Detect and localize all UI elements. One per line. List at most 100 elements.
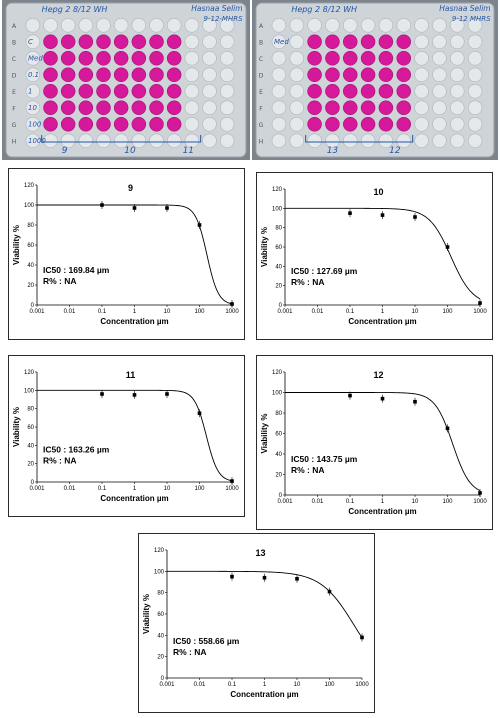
x-tick-label: 10 bbox=[412, 309, 419, 315]
well-pink bbox=[360, 51, 376, 66]
well-pink bbox=[96, 117, 111, 132]
well-empty bbox=[271, 51, 287, 66]
well-empty bbox=[467, 51, 483, 66]
y-tick-label: 20 bbox=[27, 462, 34, 468]
handwritten-label: Hasnaa Selim bbox=[191, 4, 242, 13]
well-pink bbox=[343, 34, 358, 49]
well-pink bbox=[78, 84, 94, 99]
bracket-line bbox=[41, 135, 202, 143]
well-empty bbox=[432, 100, 447, 115]
well-empty bbox=[219, 34, 235, 49]
well-empty bbox=[289, 67, 304, 82]
plate-photo-svg: A B C D E F G H Hepg 2 8/12 WH Hasnaa Selim 9-12 M… bbox=[252, 0, 498, 160]
x-tick-label: 1000 bbox=[473, 499, 487, 505]
x-axis-label: Concentration µm bbox=[100, 317, 168, 326]
x-axis-label: Concentration µm bbox=[348, 507, 416, 516]
y-tick-label: 60 bbox=[27, 243, 34, 249]
chart-panel-10: 0 20 40 60 80 100 120 0.001 0.01 0.1 1 10 100 1000 Con… bbox=[256, 172, 493, 340]
well-pink bbox=[149, 100, 164, 115]
data-point bbox=[100, 203, 104, 207]
chart-title: 10 bbox=[373, 187, 383, 197]
well-pink bbox=[360, 67, 376, 82]
well-empty bbox=[25, 84, 41, 99]
chart-title: 11 bbox=[126, 370, 136, 380]
well-pink bbox=[60, 34, 76, 49]
well-empty bbox=[113, 18, 129, 33]
y-tick-label: 20 bbox=[275, 284, 282, 290]
well-empty bbox=[432, 18, 447, 33]
well-pink bbox=[96, 51, 111, 66]
fit-curve bbox=[285, 392, 481, 492]
well-empty bbox=[25, 133, 41, 148]
data-point bbox=[230, 574, 234, 579]
row-letter: D bbox=[259, 72, 264, 79]
y-tick-label: 120 bbox=[24, 183, 35, 189]
r-value-label: R% : NA bbox=[43, 456, 77, 466]
well-empty bbox=[414, 117, 429, 132]
well-pink bbox=[113, 117, 129, 132]
well-empty bbox=[60, 133, 76, 148]
data-point bbox=[165, 392, 169, 396]
well-empty bbox=[219, 133, 235, 148]
x-tick-label: 0.01 bbox=[64, 309, 76, 315]
well-pink bbox=[149, 67, 164, 82]
well-empty bbox=[184, 34, 200, 49]
x-tick-label: 1000 bbox=[225, 309, 239, 315]
well-empty bbox=[202, 34, 217, 49]
well-empty bbox=[202, 84, 217, 99]
well-pink bbox=[166, 84, 182, 99]
well-pink bbox=[96, 34, 111, 49]
well-pink bbox=[307, 67, 322, 82]
handwritten-label: 10 bbox=[28, 104, 37, 112]
well-empty bbox=[184, 18, 200, 33]
row-letter: G bbox=[259, 122, 264, 129]
well-empty bbox=[184, 133, 200, 148]
well-empty bbox=[219, 51, 235, 66]
well-empty bbox=[414, 51, 429, 66]
well-empty bbox=[289, 51, 304, 66]
well-pink bbox=[396, 51, 411, 66]
x-axis-label: Concentration µm bbox=[100, 494, 168, 503]
y-tick-label: 100 bbox=[24, 388, 35, 394]
well-empty bbox=[271, 34, 287, 49]
y-tick-label: 60 bbox=[275, 432, 282, 438]
chart-svg: 0 20 40 60 80 100 120 0.001 0.01 0.1 1 10 100 1000 Con… bbox=[12, 370, 239, 503]
data-point bbox=[197, 411, 202, 416]
row-letter: A bbox=[12, 23, 17, 30]
data-point bbox=[327, 589, 332, 594]
chart-svg: 0 20 40 60 80 100 120 0.001 0.01 0.1 1 10 100 1000 Con… bbox=[260, 370, 487, 516]
y-tick-label: 40 bbox=[27, 263, 34, 269]
y-tick-label: 20 bbox=[275, 473, 282, 479]
y-axis-label: Viability % bbox=[12, 225, 21, 265]
well-empty bbox=[113, 133, 129, 148]
well-empty bbox=[184, 84, 200, 99]
well-pink bbox=[43, 51, 58, 66]
plate-photo-svg: A B C D E F G H Hepg 2 8/12 WH Hasnaa Selim 9-12-M… bbox=[2, 0, 250, 160]
well-empty bbox=[414, 18, 429, 33]
y-tick-label: 80 bbox=[27, 223, 34, 229]
data-point bbox=[230, 479, 234, 483]
well-empty bbox=[149, 133, 164, 148]
y-tick-label: 80 bbox=[275, 411, 282, 417]
data-point bbox=[445, 245, 450, 249]
well-pink bbox=[396, 84, 411, 99]
handwritten-label: Med bbox=[274, 38, 289, 46]
well-empty bbox=[467, 84, 483, 99]
well-pink bbox=[325, 51, 340, 66]
well-empty bbox=[149, 18, 164, 33]
handwritten-label: Med bbox=[28, 54, 43, 62]
x-tick-label: 10 bbox=[412, 499, 419, 505]
well-pink bbox=[131, 51, 147, 66]
row-letter: H bbox=[12, 138, 17, 145]
chart-title: 13 bbox=[255, 548, 265, 558]
x-tick-label: 0.1 bbox=[346, 309, 355, 315]
well-pink bbox=[113, 67, 129, 82]
well-pink bbox=[78, 34, 94, 49]
well-empty bbox=[184, 117, 200, 132]
plate-photo-left: A B C D E F G H Hepg 2 8/12 WH Hasnaa Selim 9-12-M… bbox=[2, 0, 250, 160]
well-empty bbox=[432, 51, 447, 66]
well-empty bbox=[396, 18, 411, 33]
well-empty bbox=[289, 133, 304, 148]
data-point bbox=[360, 635, 364, 640]
well-pink bbox=[78, 117, 94, 132]
